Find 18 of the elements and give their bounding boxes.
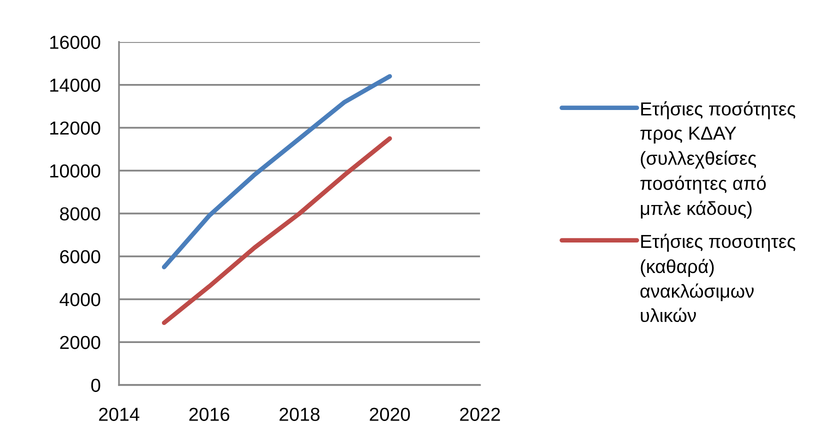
y-tick-label: 0: [91, 378, 100, 392]
y-tick-label: 12000: [50, 121, 100, 135]
legend-label: Ετήσιες ποσότητες προς ΚΔΑΥ (συλλεχθείσες ποσότητες από μπλε κάδους): [640, 101, 796, 219]
y-tick-label: 8000: [60, 207, 100, 220]
y-tick-label: 14000: [50, 78, 100, 92]
x-tick-label: 2022: [460, 408, 500, 421]
y-tick-label: 16000: [50, 36, 100, 49]
line-series: [162, 136, 392, 326]
y-tick-label: 10000: [50, 164, 100, 178]
x-tick-label: 2020: [370, 408, 410, 421]
x-tick-label: 2014: [99, 408, 140, 421]
legend-label: Ετήσιες ποσοτητες (καθαρά) ανακλώσιμων υλικών: [640, 234, 796, 322]
line-series: [162, 74, 392, 270]
x-tick-label: 2016: [189, 408, 230, 421]
y-tick-label: 6000: [60, 250, 100, 264]
x-tick-label: 2018: [280, 408, 320, 421]
y-tick-label: 2000: [60, 336, 100, 350]
y-tick-label: 4000: [60, 292, 100, 306]
